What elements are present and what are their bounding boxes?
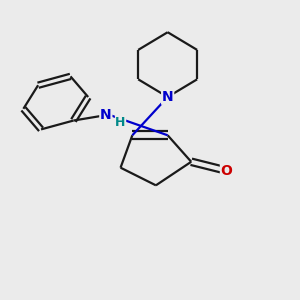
Text: N: N [162, 90, 173, 104]
Text: H: H [116, 116, 126, 128]
Text: O: O [220, 164, 232, 178]
Text: N: N [100, 108, 112, 122]
